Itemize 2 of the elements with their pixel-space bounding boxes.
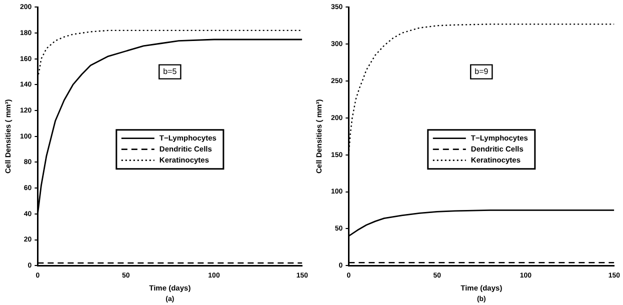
annotation: b=9: [474, 67, 489, 76]
annotation: b=5: [163, 67, 178, 76]
